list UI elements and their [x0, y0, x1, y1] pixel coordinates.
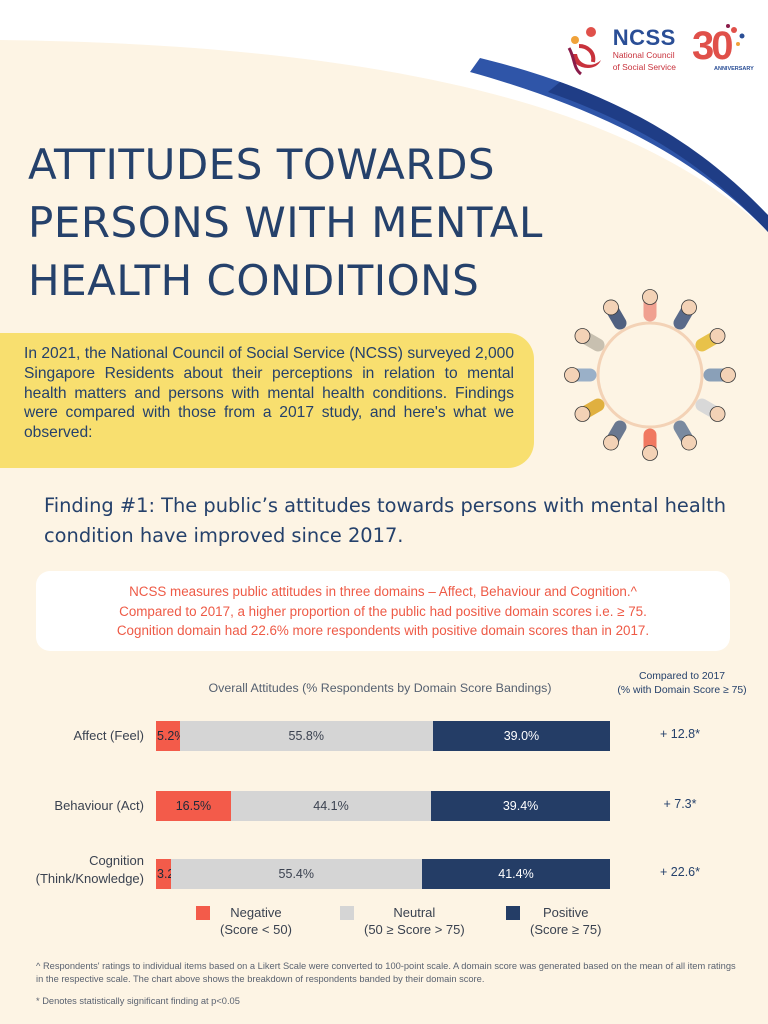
bar-segment-neutral: 44.1%	[230, 791, 432, 821]
intro-highlight-box	[0, 333, 534, 468]
legend-swatch	[340, 906, 354, 920]
person-head	[642, 445, 658, 461]
person-head	[642, 289, 658, 305]
legend-item: Negative (Score < 50)	[196, 904, 292, 938]
data-label: 16.5%	[175, 799, 212, 813]
data-label: 39.0%	[503, 729, 540, 743]
bar-segment-neutral: 55.8%	[179, 721, 433, 751]
bar-segment-negative: 3.2%	[156, 859, 186, 889]
legend-label: Negative (Score < 50)	[220, 904, 292, 938]
person-head	[574, 328, 591, 344]
category-label-line: Affect (Feel)	[73, 728, 144, 743]
anniversary-dots-icon	[726, 24, 745, 46]
bar-segment-positive: 39.4%	[431, 791, 610, 821]
anniversary-label: ANNIVERSARY	[714, 66, 754, 72]
data-label: 5.2%	[157, 729, 186, 743]
header-logos: NCSS National Council of Social Service …	[565, 22, 754, 78]
legend-swatch	[506, 906, 520, 920]
anniversary-logo: 30 ANNIVERSARY	[690, 22, 754, 78]
bar-row: 3.2% 55.4% 41.4%	[156, 859, 610, 889]
ncss-logo: NCSS National Council of Social Service	[565, 24, 676, 76]
bar-segment-positive: 41.4%	[422, 859, 610, 889]
page-title-line: PERSONS WITH MENTAL	[28, 198, 543, 247]
ncss-logo-fullname-1: National Council	[612, 50, 675, 61]
legend-item: Neutral (50 ≥ Score > 75)	[340, 904, 465, 938]
category-label-line: Behaviour (Act)	[54, 798, 144, 813]
joined-hands	[596, 321, 704, 429]
category-label: Behaviour (Act)	[0, 797, 144, 815]
domains-note-line: NCSS measures public attitudes in three …	[129, 584, 637, 599]
data-label: 41.4%	[498, 867, 534, 881]
person-head	[574, 406, 591, 422]
legend-label: Neutral (50 ≥ Score > 75)	[364, 904, 465, 938]
chart-title: Overall Attitudes (% Respondents by Doma…	[208, 681, 552, 695]
finding-heading: Finding #1: The public’s attitudes towar…	[44, 494, 727, 547]
category-label: Cognition (Think/Knowledge)	[0, 852, 144, 888]
data-label: 44.1%	[313, 799, 349, 813]
data-label: 55.4%	[278, 867, 314, 881]
person-head	[603, 299, 619, 316]
legend-range: (50 ≥ Score > 75)	[364, 922, 465, 937]
compare-delta: + 12.8*	[660, 727, 700, 741]
ncss-logo-fullname-2: of Social Service	[612, 62, 676, 72]
data-label: 39.4%	[502, 799, 539, 813]
category-label-line: (Think/Knowledge)	[35, 871, 144, 886]
page-title-line: HEALTH CONDITIONS	[28, 256, 480, 305]
footnote-likert: ^ Respondents' ratings to individual ite…	[36, 961, 736, 984]
ncss-logo-icon	[567, 27, 601, 76]
bar-row: 16.5% 44.1% 39.4%	[156, 791, 610, 821]
compare-header: Compared to 2017 (% with Domain Score ≥ …	[604, 670, 760, 698]
person-head	[603, 434, 619, 451]
intro-paragraph: In 2021, the National Council of Social …	[24, 345, 514, 442]
bar-segment-negative: 5.2%	[156, 721, 186, 751]
compare-header-line: (% with Domain Score ≥ 75)	[617, 685, 747, 696]
person-head	[681, 434, 697, 451]
person-head	[720, 367, 736, 383]
legend-label: Positive (Score ≥ 75)	[530, 904, 601, 938]
domains-note: NCSS measures public attitudes in three …	[36, 582, 730, 641]
domains-note-line: Cognition domain had 22.6% more responde…	[116, 623, 650, 638]
compare-header-line: Compared to 2017	[638, 671, 726, 682]
category-label: Affect (Feel)	[0, 727, 144, 745]
footnote-significance: * Denotes statistically significant find…	[36, 996, 240, 1006]
anniversary-number: 30	[692, 24, 733, 68]
data-label: 55.8%	[288, 729, 324, 743]
bar-segment-negative: 16.5%	[156, 791, 231, 821]
person-head	[681, 299, 697, 316]
ncss-logo-wordmark: NCSS	[612, 25, 676, 51]
domains-note-box	[36, 571, 730, 651]
person-head	[709, 406, 726, 422]
person-head	[709, 328, 726, 344]
category-label-line: Cognition	[89, 853, 144, 868]
compare-delta: + 7.3*	[663, 797, 697, 811]
bar-segment-neutral: 55.4%	[170, 859, 423, 889]
compare-delta: + 22.6*	[660, 865, 700, 879]
domains-note-line: Compared to 2017, a higher proportion of…	[119, 603, 647, 619]
legend-name: Neutral	[393, 905, 436, 920]
page-title-line: ATTITUDES TOWARDS	[28, 140, 496, 189]
page-title: ATTITUDES TOWARDS PERSONS WITH MENTAL HE…	[28, 136, 543, 310]
person-head	[564, 367, 580, 383]
legend-item: Positive (Score ≥ 75)	[506, 904, 601, 938]
legend-name: Positive	[542, 905, 589, 920]
bar-segment-positive: 39.0%	[432, 721, 610, 751]
legend-name: Negative	[230, 905, 282, 920]
legend-range: (Score < 50)	[220, 922, 292, 937]
legend-swatch	[196, 906, 210, 920]
bar-row: 5.2% 55.8% 39.0%	[156, 721, 610, 751]
legend-range: (Score ≥ 75)	[530, 922, 602, 937]
people-circle-illustration	[564, 289, 736, 461]
